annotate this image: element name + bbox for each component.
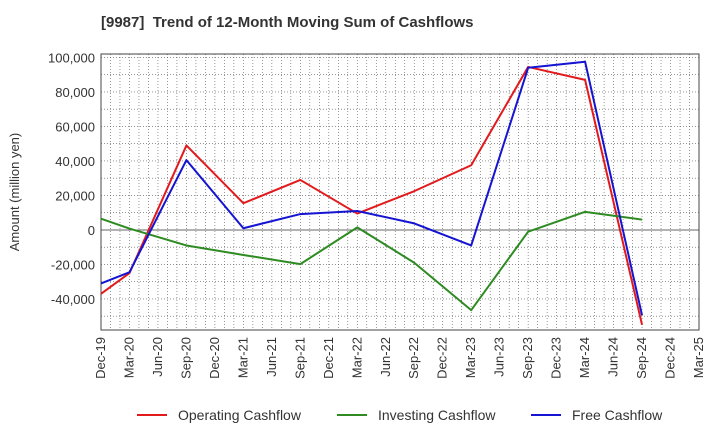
x-tick-label: Mar-23 [463, 337, 478, 378]
legend-label: Investing Cashflow [378, 407, 496, 423]
series-line-free-cashflow [100, 60, 644, 316]
x-tick-label: Dec-22 [435, 337, 450, 379]
x-tick-label: Mar-24 [577, 337, 592, 378]
legend-label: Operating Cashflow [178, 407, 302, 423]
y-axis-label: Amount (million yen) [7, 133, 22, 252]
legend-label: Free Cashflow [572, 407, 663, 423]
plot-frame [100, 53, 700, 331]
x-tick-label: Jun-24 [606, 337, 621, 377]
x-tick-label: Sep-20 [178, 337, 193, 379]
x-tick-label: Dec-21 [321, 337, 336, 379]
y-tick-label: 20,000 [55, 188, 95, 203]
y-tick-label: 40,000 [55, 154, 95, 169]
x-tick-label: Dec-24 [663, 337, 678, 379]
x-tick-label: Dec-20 [207, 337, 222, 379]
x-tick-label: Mar-21 [235, 337, 250, 378]
x-tick-label: Sep-24 [634, 337, 649, 379]
y-tick-label: -40,000 [51, 292, 95, 307]
y-tick-label: 100,000 [48, 50, 95, 65]
x-tick-label: Dec-23 [549, 337, 564, 379]
x-tick-label: Mar-22 [349, 337, 364, 378]
plot-area [101, 54, 699, 330]
series-line-investing-cashflow [100, 210, 643, 312]
chart-title: [9987] Trend of 12-Month Moving Sum of C… [101, 14, 474, 31]
x-tick-label: Sep-23 [520, 337, 535, 379]
x-tick-label: Dec-19 [93, 337, 108, 379]
y-tick-label: -20,000 [51, 257, 95, 272]
x-tick-label: Sep-21 [292, 337, 307, 379]
x-tick-label: Sep-22 [406, 337, 421, 379]
x-tick-label: Mar-25 [691, 337, 706, 378]
x-tick-label: Jun-22 [378, 337, 393, 377]
y-tick-label: 0 [88, 223, 95, 238]
x-tick-label: Jun-21 [264, 337, 279, 377]
y-tick-label: 60,000 [55, 119, 95, 134]
y-tick-label: 80,000 [55, 85, 95, 100]
series-line-operating-cashflow [100, 65, 644, 326]
x-tick-label: Mar-20 [121, 337, 136, 378]
x-tick-label: Jun-20 [150, 337, 165, 377]
x-tick-label: Jun-23 [492, 337, 507, 377]
